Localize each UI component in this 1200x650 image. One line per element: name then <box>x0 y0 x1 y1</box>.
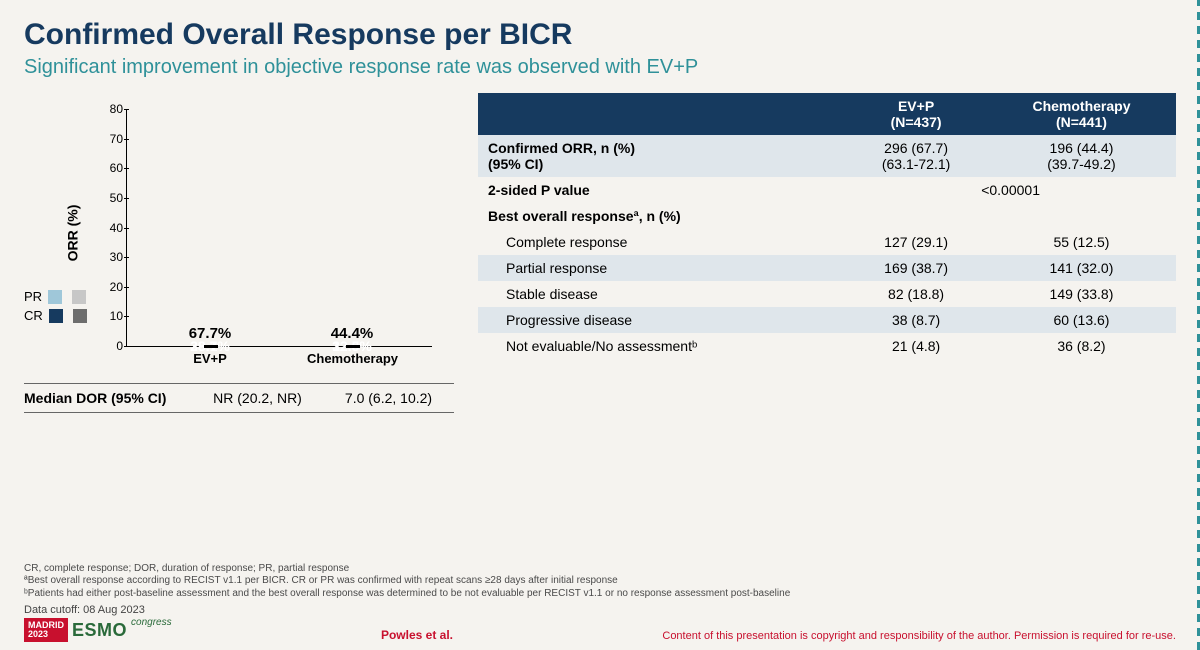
table-cell: 149 (33.8) <box>987 281 1176 307</box>
table-row-head: Stable disease <box>478 281 845 307</box>
table-cell: 38 (8.7) <box>845 307 987 333</box>
y-tick: 40 <box>95 221 123 235</box>
bar-total-label: 44.4% <box>307 325 397 342</box>
table-row-head: Partial response <box>478 255 845 281</box>
legend-swatch <box>49 309 63 323</box>
data-cutoff: Data cutoff: 08 Aug 2023 <box>24 604 172 616</box>
right-panel: EV+P(N=437)Chemotherapy(N=441) Confirmed… <box>478 93 1176 413</box>
dor-label: Median DOR (95% CI) <box>24 390 192 406</box>
table-cell: 296 (67.7)(63.1-72.1) <box>845 135 987 177</box>
table-cell: 60 (13.6) <box>987 307 1176 333</box>
footer-left: Data cutoff: 08 Aug 2023 MADRID2023 ESMO… <box>24 604 172 642</box>
y-axis-label: ORR (%) <box>64 205 80 262</box>
footnotes: CR, complete response; DOR, duration of … <box>24 563 1176 601</box>
table-row-head: Confirmed ORR, n (%)(95% CI) <box>478 135 845 177</box>
page-title: Confirmed Overall Response per BICR <box>24 18 1176 52</box>
table-row: Progressive disease38 (8.7)60 (13.6) <box>478 307 1176 333</box>
table-cell: 21 (4.8) <box>845 333 987 359</box>
table-cell: 169 (38.7) <box>845 255 987 281</box>
copyright-text: Content of this presentation is copyrigh… <box>662 630 1176 642</box>
footnote-line: CR, complete response; DOR, duration of … <box>24 563 1176 576</box>
y-tick: 10 <box>95 309 123 323</box>
table-row: Confirmed ORR, n (%)(95% CI)296 (67.7)(6… <box>478 135 1176 177</box>
table-cell: 141 (32.0) <box>987 255 1176 281</box>
dor-evp: NR (20.2, NR) <box>192 390 323 406</box>
dor-chemo: 7.0 (6.2, 10.2) <box>323 390 454 406</box>
author-text: Powles et al. <box>381 628 453 642</box>
median-dor-row: Median DOR (95% CI) NR (20.2, NR) 7.0 (6… <box>24 383 454 413</box>
table-cell: <0.00001 <box>845 177 1176 203</box>
table-cell: 196 (44.4)(39.7-49.2) <box>987 135 1176 177</box>
table-header <box>478 93 845 135</box>
legend-swatch <box>48 290 62 304</box>
y-tick: 80 <box>95 102 123 116</box>
chart-wrap: PR CR ORR (%) 0102030405060708029.1%38.7%… <box>24 93 454 373</box>
table-row-head: Complete response <box>478 229 845 255</box>
content-row: PR CR ORR (%) 0102030405060708029.1%38.7%… <box>24 93 1176 413</box>
footer: CR, complete response; DOR, duration of … <box>24 563 1176 643</box>
y-tick: 50 <box>95 191 123 205</box>
legend-label: PR <box>24 289 42 304</box>
legend-row: CR <box>24 308 82 323</box>
table-header: Chemotherapy(N=441) <box>987 93 1176 135</box>
table-row: Best overall responseª, n (%) <box>478 203 1176 229</box>
x-axis-label: EV+P <box>165 351 255 366</box>
table-row-head: 2-sided P value <box>478 177 845 203</box>
table-row-head: Progressive disease <box>478 307 845 333</box>
madrid-badge: MADRID2023 <box>24 618 68 642</box>
y-tick: 60 <box>95 161 123 175</box>
table-row-head: Not evaluable/No assessmentᵇ <box>478 333 845 359</box>
footnote-line: ªBest overall response according to RECI… <box>24 575 1176 588</box>
table-header: EV+P(N=437) <box>845 93 987 135</box>
table-cell: 36 (8.2) <box>987 333 1176 359</box>
table-row: Not evaluable/No assessmentᵇ21 (4.8)36 (… <box>478 333 1176 359</box>
bar-chart: ORR (%) 0102030405060708029.1%38.7%67.7%… <box>82 93 442 373</box>
table-section-head: Best overall responseª, n (%) <box>478 203 1176 229</box>
footnote-line: ᵇPatients had either post-baseline asses… <box>24 588 1176 601</box>
y-tick: 30 <box>95 250 123 264</box>
esmo-text: ESMO <box>72 620 127 641</box>
table-cell: 82 (18.8) <box>845 281 987 307</box>
table-cell: 55 (12.5) <box>987 229 1176 255</box>
congress-text: congress <box>131 617 172 628</box>
esmo-logo: MADRID2023 ESMO congress <box>24 618 172 642</box>
legend-label: CR <box>24 308 43 323</box>
table-row: 2-sided P value<0.00001 <box>478 177 1176 203</box>
results-table: EV+P(N=437)Chemotherapy(N=441) Confirmed… <box>478 93 1176 359</box>
legend-row: PR <box>24 289 82 304</box>
y-tick: 20 <box>95 280 123 294</box>
table-cell: 127 (29.1) <box>845 229 987 255</box>
x-axis-label: Chemotherapy <box>307 351 397 366</box>
table-row: Complete response127 (29.1)55 (12.5) <box>478 229 1176 255</box>
plot-area: 0102030405060708029.1%38.7%67.7%EV+P12.5… <box>126 109 432 347</box>
y-tick: 0 <box>95 339 123 353</box>
page-subtitle: Significant improvement in objective res… <box>24 56 1176 79</box>
table-row: Partial response169 (38.7)141 (32.0) <box>478 255 1176 281</box>
left-panel: PR CR ORR (%) 0102030405060708029.1%38.7%… <box>24 93 454 413</box>
bar-total-label: 67.7% <box>165 325 255 342</box>
table-row: Stable disease82 (18.8)149 (33.8) <box>478 281 1176 307</box>
y-tick: 70 <box>95 132 123 146</box>
